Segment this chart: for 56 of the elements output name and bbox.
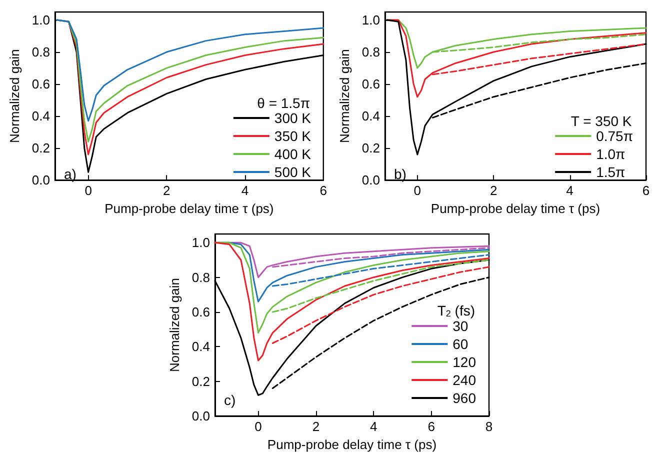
y-tick-label: 0.4 [32, 108, 50, 124]
x-tick-label: 4 [566, 183, 574, 198]
x-tick-label: 2 [312, 419, 320, 434]
y-tick-label: 1.0 [362, 12, 380, 28]
y-tick-label: 0.0 [32, 172, 50, 188]
legend-label: 1.0π [596, 146, 626, 162]
y-tick-label: 0.0 [362, 172, 380, 188]
y-tick-label: 0.2 [192, 374, 210, 389]
x-tick-label: 2 [163, 183, 170, 198]
x-tick-label: 6 [428, 419, 435, 434]
y-tick-label: 0.8 [192, 270, 210, 285]
legend-label: 300 K [274, 110, 312, 126]
line-series [56, 19, 324, 122]
legend-label: 120 [452, 354, 476, 370]
x-axis-title: Pump-probe delay time τ (ps) [430, 201, 600, 216]
legend-label: 60 [452, 336, 468, 352]
y-axis-title: Normalized gain [337, 49, 352, 144]
x-tick-label: 8 [485, 419, 493, 434]
legend-label: 500 K [274, 164, 312, 180]
y-tick-label: 0.6 [192, 304, 210, 320]
x-tick-label: 6 [642, 183, 650, 198]
x-tick-label: 4 [370, 419, 378, 434]
y-tick-label: 1.0 [192, 235, 210, 250]
y-axis-title: Normalized gain [7, 49, 22, 144]
x-axis-title: Pump-probe delay time τ (ps) [104, 201, 274, 216]
annotation: a) [64, 166, 76, 182]
annotation: c) [224, 392, 236, 408]
y-tick-label: 0.6 [362, 76, 380, 92]
legend-title: θ = 1.5π [257, 95, 310, 111]
y-tick-label: 1.0 [32, 12, 50, 28]
x-tick-label: 4 [241, 183, 249, 198]
y-tick-label: 0.8 [362, 44, 380, 60]
legend-title: T = 350 K [570, 113, 632, 129]
x-tick-label: 0 [254, 419, 262, 434]
legend-label: 960 [452, 390, 476, 406]
y-tick-label: 0.4 [192, 339, 210, 354]
x-tick-label: 0 [414, 183, 422, 198]
x-tick-label: 2 [490, 183, 498, 198]
y-axis-title: Normalized gain [167, 278, 182, 372]
y-tick-label: 0.6 [32, 76, 50, 92]
y-tick-label: 0.8 [32, 44, 50, 60]
legend-label: 350 K [274, 128, 312, 144]
x-tick-label: 0 [84, 183, 92, 198]
legend-label: 240 [452, 372, 476, 388]
x-tick-label: 6 [320, 183, 327, 198]
y-tick-label: 0.2 [362, 140, 380, 156]
x-axis-title: Pump-probe delay time τ (ps) [267, 436, 437, 452]
y-tick-label: 0.4 [362, 108, 380, 124]
legend-title: T2 (fs) [437, 302, 476, 318]
annotation: b) [394, 166, 406, 182]
y-tick-label: 0.2 [32, 140, 50, 156]
legend-label: 1.5π [596, 164, 626, 180]
legend-label: 0.75π [596, 128, 634, 144]
y-tick-label: 0.0 [192, 408, 210, 424]
legend-label: 30 [452, 318, 468, 334]
legend-label: 400 K [274, 146, 312, 162]
